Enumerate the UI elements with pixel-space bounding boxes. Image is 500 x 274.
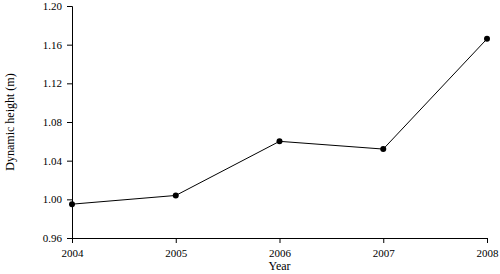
- tick: 1.04: [43, 155, 72, 167]
- tick: 2008: [477, 238, 500, 259]
- tick-label: 2006: [269, 247, 292, 259]
- tick-label: 0.96: [43, 232, 63, 244]
- tick: 1.20: [43, 0, 72, 12]
- marker: [69, 201, 75, 207]
- x-axis: 2004 2005 2006 2007 2008: [62, 238, 500, 259]
- tick-label: 1.12: [43, 77, 62, 89]
- tick-label: 1.00: [43, 193, 63, 205]
- series: [69, 36, 490, 207]
- tick: 1.12: [43, 77, 72, 89]
- tick-mark: [67, 161, 72, 162]
- chart: 2004 2005 2006 2007 2008 0.96 1.00 1.04 1.08 1.12…: [0, 0, 500, 274]
- tick-mark: [383, 238, 384, 243]
- y-axis-title: Dynamic height (m): [3, 73, 17, 170]
- marker: [173, 192, 179, 198]
- plot-area: 2004 2005 2006 2007 2008 0.96 1.00 1.04 1.08 1.12…: [43, 0, 499, 259]
- tick-mark: [487, 238, 488, 243]
- marker: [380, 146, 386, 152]
- tick: 2006: [269, 238, 292, 259]
- tick-mark: [67, 238, 72, 239]
- tick-label: 1.16: [43, 39, 63, 51]
- axis-line: [73, 239, 488, 244]
- tick-label: 1.04: [43, 155, 63, 167]
- marker: [484, 36, 490, 42]
- tick-mark: [67, 199, 72, 200]
- tick: 1.16: [43, 39, 72, 51]
- tick-mark: [67, 83, 72, 84]
- x-axis-title: Year: [268, 259, 290, 273]
- tick-label: 1.08: [43, 116, 63, 128]
- marker: [277, 138, 283, 144]
- tick: 2004: [62, 238, 85, 259]
- tick-mark: [67, 122, 72, 123]
- tick: 2005: [165, 238, 188, 259]
- tick-mark: [67, 6, 72, 7]
- tick: 0.96: [43, 232, 72, 244]
- tick-label: 2004: [62, 247, 85, 259]
- tick: 1.00: [43, 193, 72, 205]
- y-axis: 0.96 1.00 1.04 1.08 1.12 1.16 1.20: [43, 0, 73, 244]
- tick-label: 2008: [477, 247, 500, 259]
- tick-mark: [280, 238, 281, 243]
- tick-mark: [176, 238, 177, 243]
- tick: 1.08: [43, 116, 72, 128]
- tick-label: 1.20: [43, 0, 63, 12]
- tick: 2007: [373, 238, 396, 259]
- tick-label: 2007: [373, 247, 396, 259]
- line: [72, 39, 487, 204]
- tick-mark: [67, 45, 72, 46]
- tick-label: 2005: [165, 247, 188, 259]
